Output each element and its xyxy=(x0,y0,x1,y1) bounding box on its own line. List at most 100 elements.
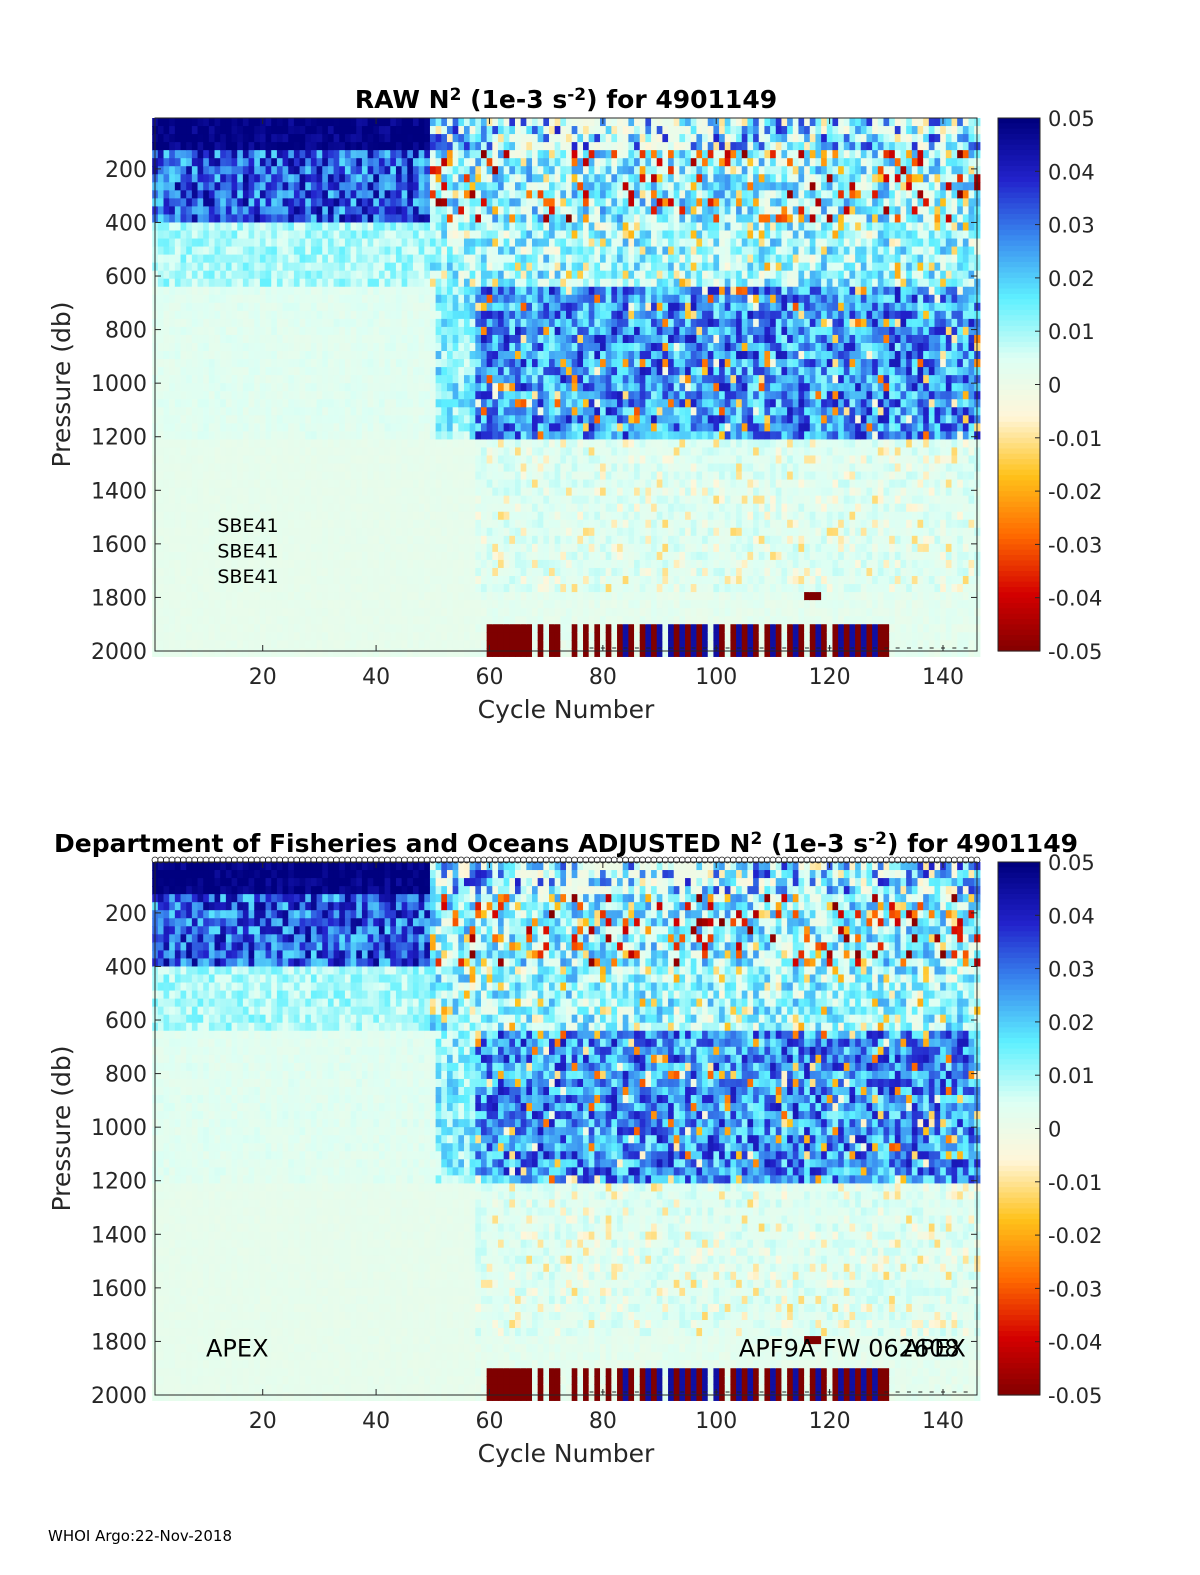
heatmap-cell xyxy=(470,343,476,352)
heatmap-cell xyxy=(294,592,300,601)
heatmap-cell xyxy=(249,480,255,489)
heatmap-cell xyxy=(266,158,272,167)
heatmap-cell xyxy=(271,198,277,207)
heatmap-cell xyxy=(362,214,368,223)
heatmap-cell xyxy=(328,375,334,384)
heatmap-cell xyxy=(209,504,215,513)
heatmap-cell xyxy=(300,166,306,175)
heatmap-cell xyxy=(407,407,413,416)
heatmap-cell xyxy=(379,190,385,199)
heatmap-cell xyxy=(260,415,266,424)
heatmap-cell xyxy=(158,568,164,577)
heatmap-cell xyxy=(226,592,232,601)
heatmap-cell xyxy=(504,383,510,392)
heatmap-cell xyxy=(407,480,413,489)
heatmap-cell xyxy=(209,230,215,239)
heatmap-cell xyxy=(566,303,572,312)
heatmap-cell xyxy=(470,520,476,529)
heatmap-cell xyxy=(413,375,419,384)
heatmap-cell xyxy=(158,359,164,368)
heatmap-cell xyxy=(237,287,243,296)
heatmap-cell xyxy=(175,375,181,384)
heatmap-cell xyxy=(317,198,323,207)
heatmap-cell xyxy=(220,311,226,320)
heatmap-cell xyxy=(158,464,164,473)
heatmap-cell xyxy=(492,174,498,183)
heatmap-cell xyxy=(509,488,515,497)
heatmap-cell xyxy=(294,126,300,135)
heatmap-cell xyxy=(492,327,498,336)
heatmap-cell xyxy=(334,190,340,199)
heatmap-cell xyxy=(266,198,272,207)
heatmap-cell xyxy=(328,198,334,207)
heatmap-cell xyxy=(288,134,294,143)
heatmap-cell xyxy=(458,367,464,376)
heatmap-cell xyxy=(322,271,328,280)
heatmap-cell xyxy=(385,568,391,577)
heatmap-cell xyxy=(339,303,345,312)
heatmap-cell xyxy=(385,311,391,320)
heatmap-cell xyxy=(492,166,498,175)
heatmap-cell xyxy=(339,560,345,569)
heatmap-cell xyxy=(441,640,447,649)
heatmap-cell xyxy=(424,399,430,408)
heatmap-cell xyxy=(311,504,317,513)
heatmap-cell xyxy=(203,359,209,368)
heatmap-cell xyxy=(521,166,527,175)
heatmap-cell xyxy=(186,311,192,320)
heatmap-cell xyxy=(402,206,408,215)
heatmap-cell xyxy=(209,335,215,344)
heatmap-cell xyxy=(339,455,345,464)
heatmap-cell xyxy=(345,166,351,175)
heatmap-cell xyxy=(237,166,243,175)
heatmap-cell xyxy=(254,335,260,344)
heatmap-cell xyxy=(555,311,561,320)
heatmap-cell xyxy=(169,576,175,585)
heatmap-cell xyxy=(566,359,572,368)
heatmap-cell xyxy=(322,287,328,296)
heatmap-cell xyxy=(266,447,272,456)
heatmap-cell xyxy=(373,520,379,529)
heatmap-cell xyxy=(419,343,425,352)
heatmap-cell xyxy=(300,455,306,464)
heatmap-cell xyxy=(328,126,334,135)
heatmap-cell xyxy=(413,544,419,553)
heatmap-cell xyxy=(215,367,221,376)
heatmap-cell xyxy=(543,182,549,191)
heatmap-cell xyxy=(492,528,498,537)
heatmap-cell xyxy=(220,488,226,497)
heatmap-cell xyxy=(373,616,379,625)
heatmap-cell xyxy=(158,247,164,256)
heatmap-cell xyxy=(504,632,510,641)
heatmap-cell xyxy=(396,592,402,601)
heatmap-cell xyxy=(368,230,374,239)
heatmap-cell xyxy=(294,239,300,248)
heatmap-cell xyxy=(515,415,521,424)
heatmap-cell xyxy=(243,600,249,609)
heatmap-cell xyxy=(532,239,538,248)
heatmap-cell xyxy=(220,279,226,288)
heatmap-cell xyxy=(492,383,498,392)
heatmap-cell xyxy=(555,166,561,175)
heatmap-cell xyxy=(283,528,289,537)
heatmap-cell xyxy=(351,568,357,577)
heatmap-cell xyxy=(538,552,544,561)
heatmap-cell xyxy=(538,295,544,304)
heatmap-cell xyxy=(549,295,555,304)
heatmap-cell xyxy=(362,552,368,561)
heatmap-cell xyxy=(169,359,175,368)
heatmap-cell xyxy=(356,271,362,280)
heatmap-cell xyxy=(419,640,425,649)
heatmap-cell xyxy=(543,600,549,609)
heatmap-cell xyxy=(288,624,294,633)
heatmap-cell xyxy=(334,568,340,577)
heatmap-cell xyxy=(317,230,323,239)
heatmap-cell xyxy=(549,239,555,248)
heatmap-cell xyxy=(334,319,340,328)
heatmap-cell xyxy=(339,351,345,360)
heatmap-cell xyxy=(464,592,470,601)
heatmap-cell xyxy=(215,271,221,280)
heatmap-cell xyxy=(419,616,425,625)
heatmap-cell xyxy=(198,279,204,288)
heatmap-cell xyxy=(538,166,544,175)
